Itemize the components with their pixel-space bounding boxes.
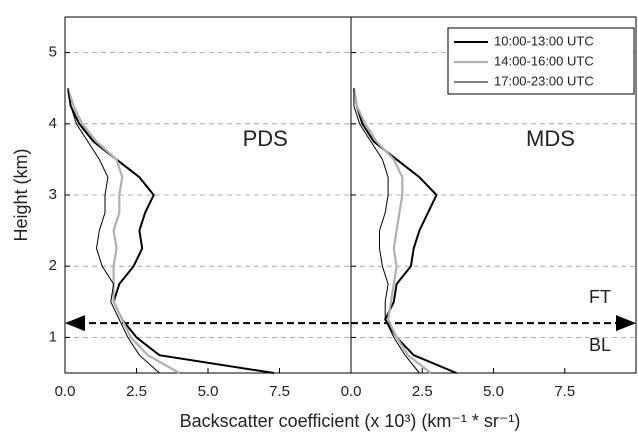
profile-line [352, 88, 457, 374]
y-tick-label: 1 [49, 328, 57, 345]
x-tick-label: 7.5 [554, 383, 575, 400]
legend-entry: 17:00-23:00 UTC [494, 73, 594, 88]
x-tick-label: 0.0 [55, 383, 76, 400]
y-axis-label: Height (km) [11, 148, 31, 241]
x-tick-label: 5.0 [483, 383, 504, 400]
annotation: BL [589, 335, 611, 355]
x-tick-label: 5.0 [198, 383, 219, 400]
annotation: FT [589, 287, 611, 307]
legend-box [447, 27, 635, 95]
y-tick-label: 5 [49, 44, 57, 61]
panel-label: PDS [243, 126, 288, 151]
plot-frame [350, 16, 637, 374]
x-tick-label: 0.0 [341, 383, 362, 400]
x-tick-label: 2.5 [412, 383, 433, 400]
profile-line [66, 88, 274, 374]
profile-line [66, 87, 180, 374]
panel-label: MDS [526, 126, 575, 151]
y-tick-label: 4 [49, 115, 57, 132]
x-tick-label: 7.5 [269, 383, 290, 400]
x-axis-label: Backscatter coefficient (x 10³) (km⁻¹ * … [180, 411, 521, 431]
profile-line [353, 88, 420, 374]
profile-line [67, 88, 160, 374]
y-tick-label: 3 [49, 186, 57, 203]
legend-entry: 10:00-13:00 UTC [494, 33, 594, 48]
profile-line [352, 88, 432, 374]
x-tick-label: 2.5 [126, 383, 147, 400]
y-tick-label: 2 [49, 257, 57, 274]
legend-entry: 14:00-16:00 UTC [494, 53, 594, 68]
